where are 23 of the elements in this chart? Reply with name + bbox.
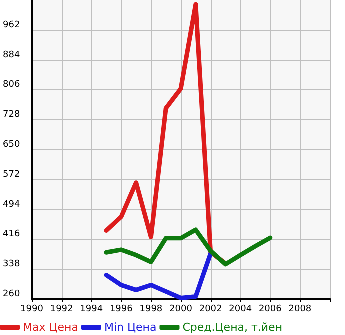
y-tick-label: 806: [3, 80, 20, 90]
x-tick-label: 2002: [199, 304, 222, 314]
y-tick-label: 884: [3, 50, 20, 60]
legend-label: Min Цена: [104, 321, 157, 334]
x-tick-label: 2008: [288, 304, 312, 314]
x-tick-label: 2006: [258, 304, 282, 314]
x-tick-label: 1990: [20, 304, 44, 314]
y-tick-label: 650: [3, 140, 20, 150]
legend-label: Max Цена: [23, 321, 78, 334]
y-tick-label: 338: [3, 260, 20, 270]
y-tick-label: 728: [3, 110, 20, 120]
y-tick-label: 260: [3, 290, 20, 300]
x-tick-label: 1992: [50, 304, 74, 314]
x-tick-label: 1998: [140, 304, 163, 314]
x-tick-label: 2000: [170, 304, 193, 314]
x-tick-label: 1994: [80, 304, 104, 314]
legend-label: Сред.Цена, т.йен: [182, 321, 283, 334]
y-tick-label: 494: [3, 200, 20, 210]
y-tick-label: 962: [3, 20, 20, 30]
y-tick-label: 572: [3, 170, 20, 180]
y-tick-label: 416: [3, 230, 20, 240]
x-tick-label: 2004: [229, 304, 252, 314]
x-tick-label: 1996: [110, 304, 134, 314]
